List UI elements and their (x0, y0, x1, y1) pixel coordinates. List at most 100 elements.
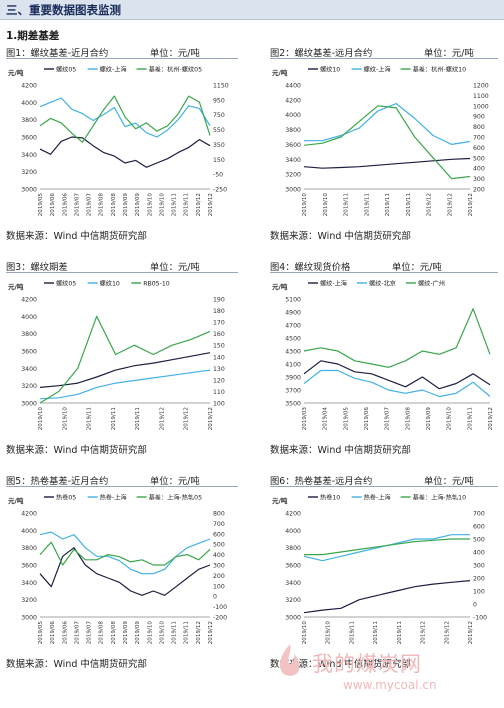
x-tick-label: 2019/12 (468, 621, 474, 644)
x-tick-label: 2019/12 (421, 621, 427, 644)
left-tick-label: 3200 (21, 383, 37, 390)
figure-5-title: 图5：热卷基差-近月合约 (6, 476, 109, 487)
left-tick-label: 3400 (21, 152, 37, 159)
legend-item: 热卷10 (308, 493, 340, 501)
section-header-bar: 三、重要数据图表监测 (0, 0, 504, 20)
right-tick-label: 750 (213, 112, 225, 119)
right-tick-label: 300 (213, 563, 225, 570)
legend-item: 螺纹-上海 (308, 279, 347, 287)
left-tick-label: 3900 (285, 375, 301, 382)
x-tick-label: 2019/10 (159, 193, 165, 217)
legend-label: 基差：杭州-螺纹10 (413, 65, 466, 73)
figure-4-source: 数据来源：Wind 中信期货研究部 (270, 445, 411, 456)
x-tick-label: 2019/11 (184, 621, 190, 645)
figure-2-rule (270, 58, 498, 59)
legend-item: 螺纹-上海 (87, 65, 127, 73)
x-tick-label: 2019/10 (38, 407, 44, 431)
right-tick-label: -100 (213, 604, 227, 611)
series-line-1 (39, 136, 211, 168)
right-tick-label: 1100 (473, 93, 489, 100)
right-tick-label: 1150 (213, 83, 229, 90)
x-tick-label: 2019/06 (50, 621, 56, 645)
left-tick-label: 3200 (21, 169, 37, 176)
figure-2-title: 图2：螺纹基差-远月合约 (270, 48, 373, 59)
right-tick-label: 500 (213, 542, 225, 549)
right-tick-label: 600 (473, 524, 485, 531)
legend-label: 螺纹10 (100, 279, 120, 287)
x-tick-label: 2019/12 (196, 621, 202, 644)
figure-2-unit: 单位：元/吨 (424, 48, 474, 59)
left-axis-label: 元/吨 (8, 68, 24, 77)
figure-5-chart: 3000 3200 3400 3600 3800 4000 4200 元/吨 -200 -100 0… (8, 493, 227, 645)
x-tick-label: 2019/09 (426, 407, 432, 431)
left-tick-label: 4200 (21, 511, 37, 518)
legend-label: 热卷-上海 (100, 493, 127, 501)
x-tick-label: 2019/10 (447, 407, 453, 431)
left-tick-label: 4000 (285, 112, 301, 119)
figure-6-source: 数据来源：Wind 中信期货研究部 (270, 659, 411, 670)
series-line-3 (303, 308, 491, 368)
x-tick-label: 2019/09 (135, 621, 141, 645)
figure-2-source: 数据来源：Wind 中信期货研究部 (270, 231, 411, 242)
figure-1-title: 图1：螺纹基差-近月合约 (6, 48, 109, 59)
right-tick-label: 800 (473, 124, 485, 131)
left-tick-label: 4100 (285, 362, 301, 369)
series-line-3 (304, 538, 470, 556)
x-tick-label: 2019/11 (111, 407, 117, 431)
figure-2-chart: 3000 3200 3400 3600 3800 4000 4200 4400 元/吨 200 30… (272, 65, 489, 217)
left-tick-label: 4700 (285, 323, 301, 330)
left-tick-label: 4200 (21, 83, 37, 90)
right-tick-label: 120 (213, 377, 225, 384)
series-line-1 (303, 157, 471, 169)
x-tick-label: 2019/10 (302, 621, 308, 645)
left-tick-label: 3000 (285, 187, 301, 194)
left-tick-label: 4400 (285, 83, 301, 90)
figure-5-unit: 单位：元/吨 (150, 476, 200, 487)
right-tick-label: -100 (473, 615, 487, 622)
right-tick-label: 300 (473, 176, 485, 183)
left-tick-label: 4000 (21, 528, 37, 535)
series-line-3 (39, 95, 211, 143)
x-tick-label: 2019/09 (123, 621, 129, 645)
right-tick-label: 400 (473, 166, 485, 173)
x-tick-label: 2019/07 (87, 193, 93, 217)
left-tick-label: 4000 (21, 314, 37, 321)
left-tick-label: 3600 (285, 142, 301, 149)
x-tick-label: 2019/11 (385, 193, 391, 217)
x-tick-label: 2019/12 (488, 407, 494, 430)
legend-label: 螺纹-广州 (418, 279, 445, 287)
right-tick-label: 350 (213, 142, 225, 149)
left-axis-label: 元/吨 (272, 496, 288, 505)
figure-6-unit: 单位：元/吨 (424, 476, 474, 487)
legend-item: 螺纹10 (87, 279, 120, 287)
left-tick-label: 3200 (285, 172, 301, 179)
legend-item: 基差：上海-热轧05 (136, 493, 202, 501)
x-tick-label: 2019/06 (50, 193, 56, 217)
right-tick-label: 100 (213, 401, 225, 408)
x-tick-label: 2019/12 (444, 621, 450, 644)
x-tick-label: 2019/12 (447, 193, 453, 216)
figure-6-title: 图6：热卷基差-远月合约 (270, 476, 373, 487)
right-tick-label: 200 (473, 576, 485, 583)
x-tick-label: 2019/12 (208, 407, 214, 430)
series-line-1 (39, 547, 211, 596)
right-tick-label: 400 (473, 550, 485, 557)
right-tick-label: -250 (213, 187, 227, 194)
figure-1-unit: 单位：元/吨 (150, 48, 200, 59)
watermark-url: www.mycoal.cn (343, 678, 437, 692)
right-tick-label: 200 (213, 573, 225, 580)
x-tick-label: 2019/08 (405, 407, 411, 431)
x-tick-label: 2019/11 (344, 193, 350, 217)
left-tick-label: 3400 (285, 157, 301, 164)
legend-label: 热卷05 (56, 493, 76, 501)
series-line-3 (303, 105, 471, 180)
left-tick-label: 3400 (21, 366, 37, 373)
x-tick-label: 2019/12 (159, 407, 165, 430)
left-tick-label: 4500 (285, 336, 301, 343)
left-tick-label: 4200 (21, 297, 37, 304)
left-axis-label: 元/吨 (8, 282, 24, 291)
right-tick-label: 700 (473, 511, 485, 518)
x-tick-label: 2019/05 (343, 407, 349, 431)
figure-6-chart: 3000 3200 3400 3600 3800 4000 4200 元/吨 -100 0 100 2… (272, 493, 487, 645)
right-tick-label: 550 (213, 127, 225, 134)
